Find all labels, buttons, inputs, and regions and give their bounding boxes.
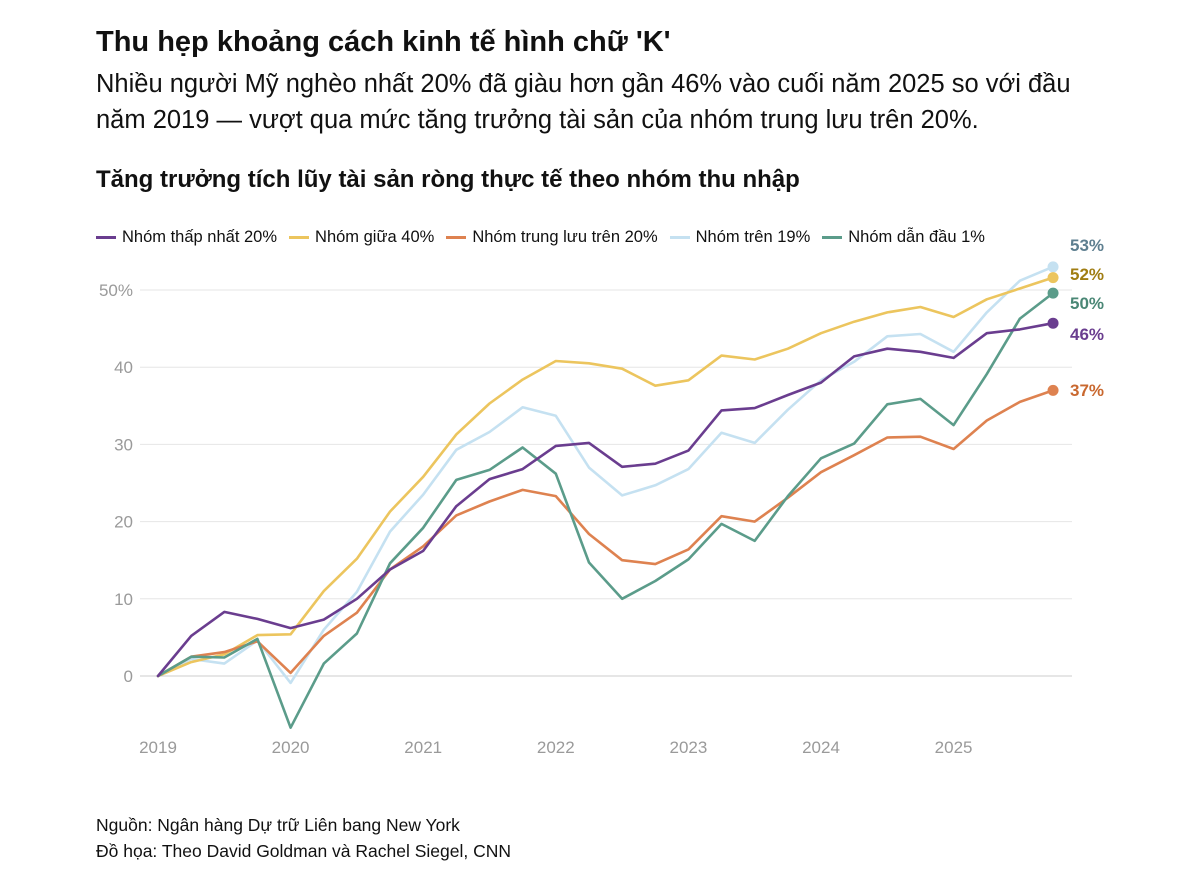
legend-item-upper-middle-20: Nhóm trung lưu trên 20% [446, 228, 658, 247]
legend-label: Nhóm trung lưu trên 20% [472, 228, 658, 246]
x-tick-label: 2019 [139, 738, 177, 757]
page-subtitle: Nhiều người Mỹ nghèo nhất 20% đã giàu hơ… [96, 70, 1071, 134]
series-line [156, 276, 1055, 678]
series-line [156, 389, 1055, 678]
series-end-label: 37% [1070, 381, 1104, 400]
series-line [156, 321, 1055, 678]
legend-swatch [822, 236, 843, 239]
chart-legend: Nhóm thấp nhất 20% Nhóm giữa 40% Nhóm tr… [96, 228, 997, 247]
x-tick-label: 2025 [935, 738, 973, 757]
y-tick-label: 30 [114, 435, 133, 454]
x-tick-label: 2022 [537, 738, 575, 757]
legend-swatch [669, 236, 690, 239]
legend-item-middle-40: Nhóm giữa 40% [289, 228, 434, 247]
series-end-point [1047, 384, 1059, 396]
legend-item-top-1: Nhóm dẫn đầu 1% [822, 228, 985, 247]
series-end-point [1047, 272, 1059, 284]
series-line [156, 291, 1055, 730]
y-tick-label: 0 [124, 667, 133, 686]
series-end-label: 46% [1070, 325, 1104, 344]
series-end-point [1047, 287, 1059, 299]
x-tick-label: 2023 [669, 738, 707, 757]
legend-swatch [96, 236, 116, 239]
series-end-point [1047, 317, 1059, 329]
legend-item-top-19: Nhóm trên 19% [669, 228, 811, 247]
series-end-label: 52% [1070, 265, 1104, 284]
series-end-label: 50% [1070, 294, 1104, 313]
credit-note: Đồ họa: Theo David Goldman và Rachel Sie… [96, 841, 512, 861]
chart-title: Tăng trưởng tích lũy tài sản ròng thực t… [96, 166, 800, 193]
legend-label: Nhóm trên 19% [695, 228, 811, 246]
legend-label: Nhóm dẫn đầu 1% [848, 228, 985, 246]
series-end-point [1047, 261, 1059, 273]
legend-swatch [289, 236, 310, 239]
y-tick-label: 40 [114, 358, 133, 377]
source-note: Nguồn: Ngân hàng Dự trữ Liên bang New Yo… [96, 815, 460, 835]
y-tick-label: 10 [114, 590, 133, 609]
legend-swatch [446, 236, 467, 239]
page-title: Thu hẹp khoảng cách kinh tế hình chữ 'K' [96, 26, 671, 58]
series-end-label: 53% [1070, 236, 1104, 255]
x-tick-label: 2020 [272, 738, 310, 757]
footer-notes: Nguồn: Ngân hàng Dự trữ Liên bang New Yo… [96, 812, 511, 864]
legend-label: Nhóm thấp nhất 20% [122, 228, 278, 246]
y-tick-label: 20 [114, 513, 133, 532]
x-tick-label: 2024 [802, 738, 840, 757]
series-line [156, 265, 1055, 685]
x-tick-label: 2021 [404, 738, 442, 757]
legend-item-bottom-20: Nhóm thấp nhất 20% [96, 228, 277, 247]
legend-label: Nhóm giữa 40% [315, 228, 435, 246]
y-tick-label: 50% [99, 281, 133, 300]
